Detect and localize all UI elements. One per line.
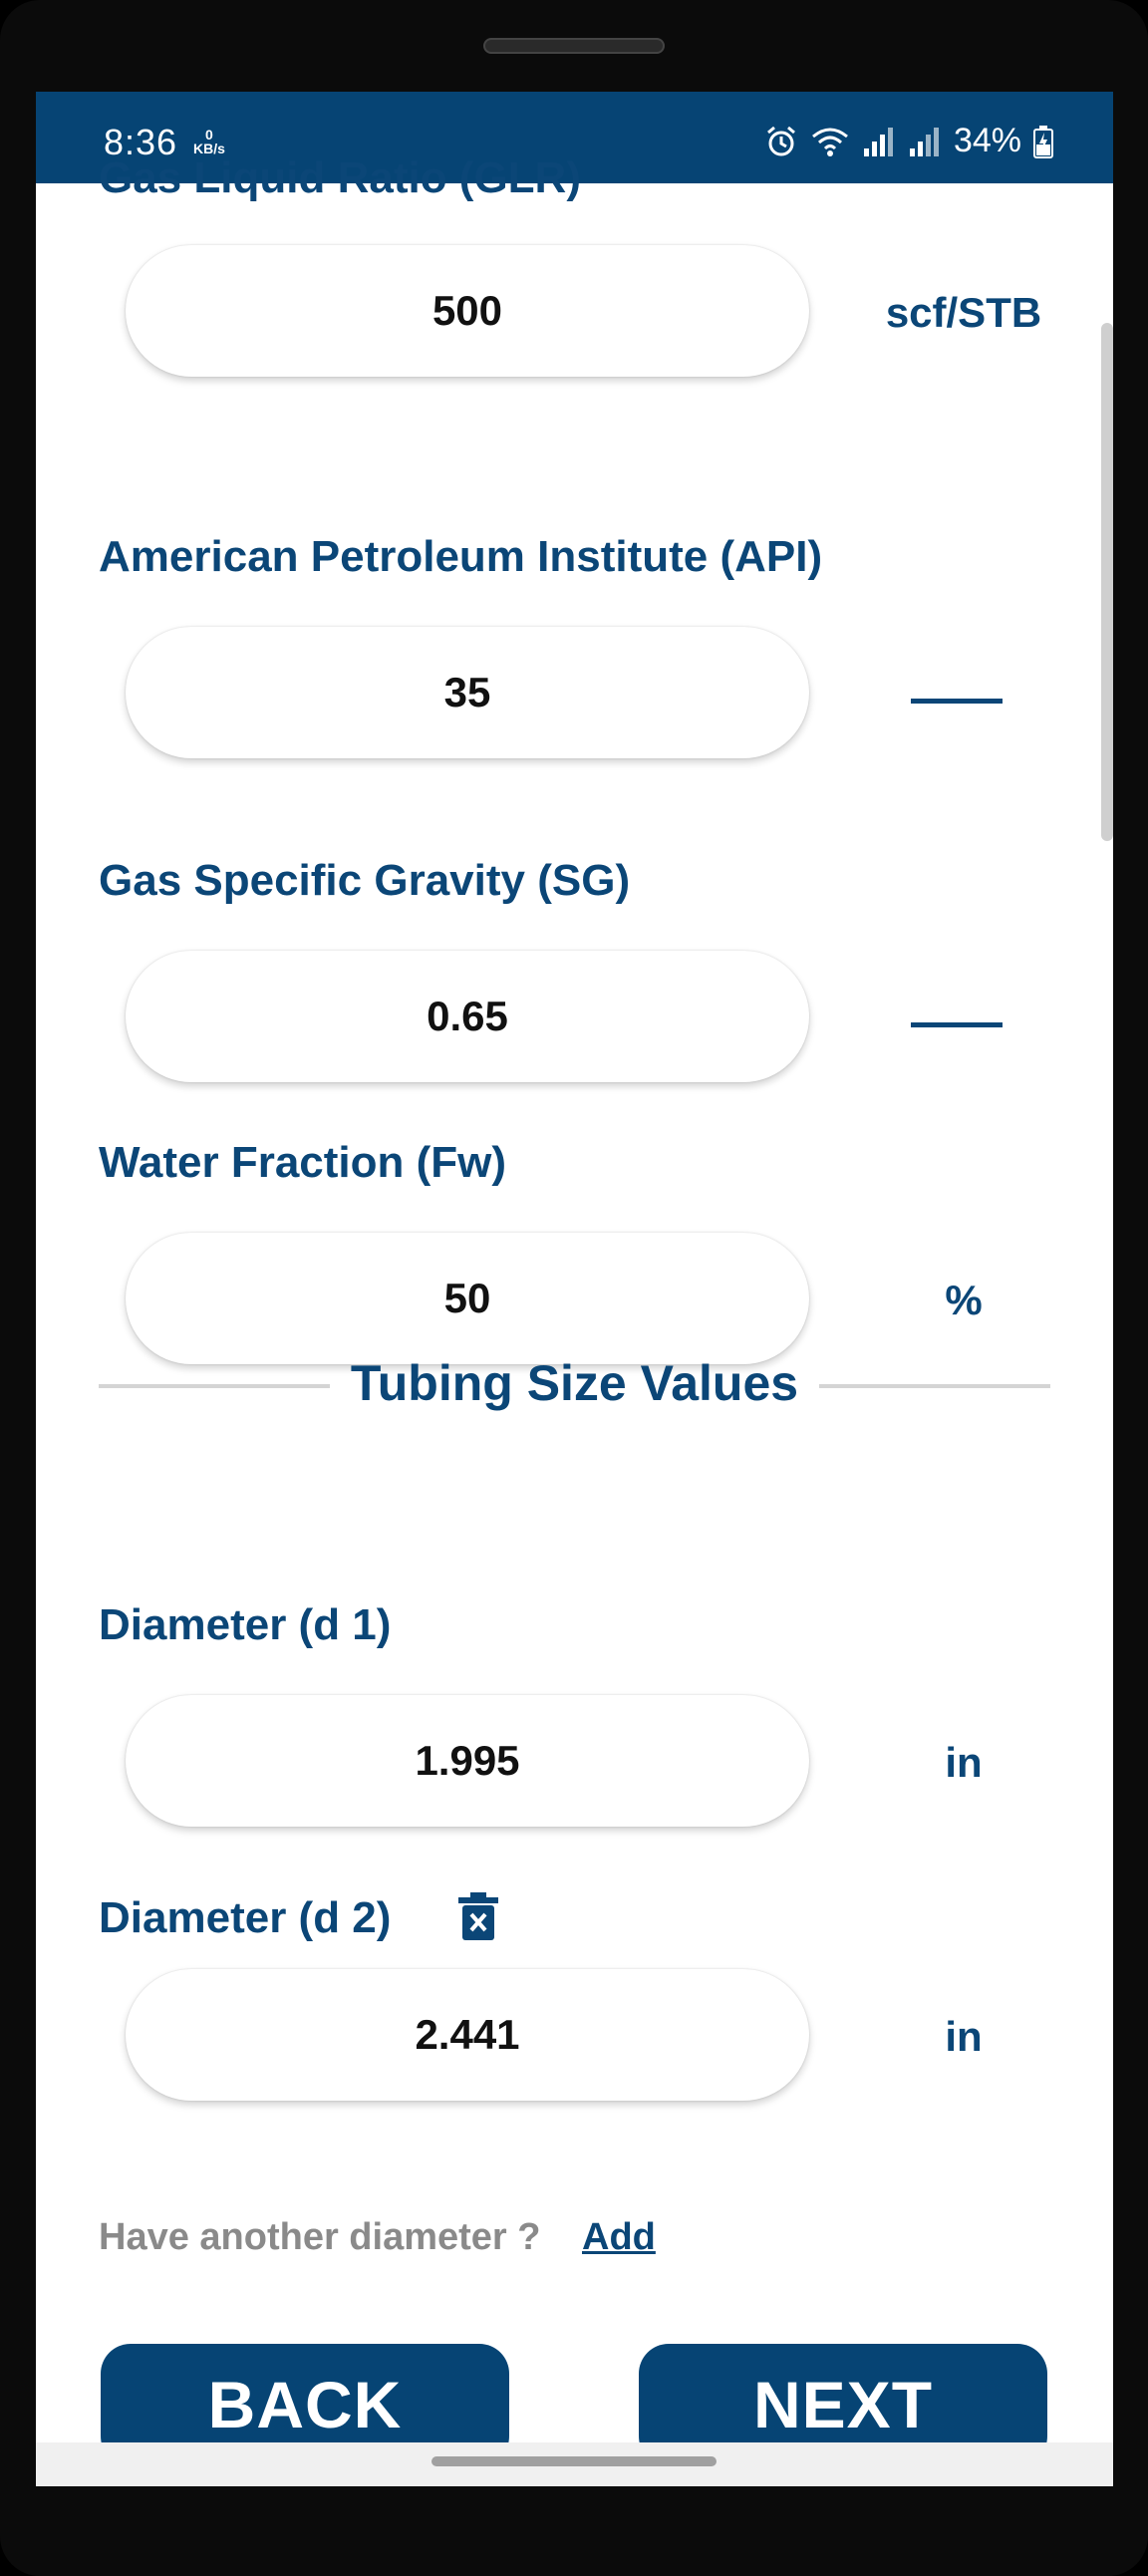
- section-divider-left: [99, 1384, 330, 1388]
- d1-input[interactable]: 1.995: [126, 1695, 809, 1827]
- signal-icon-2: [909, 127, 939, 156]
- signal-icon: [863, 127, 893, 156]
- system-nav-bar: [36, 2442, 1113, 2486]
- sg-input[interactable]: 0.65: [126, 951, 809, 1082]
- tubing-section-title: Tubing Size Values: [350, 1355, 799, 1411]
- status-icons: 34%: [764, 122, 1053, 160]
- api-input[interactable]: 35: [126, 627, 809, 758]
- d2-label: Diameter (d 2): [99, 1893, 392, 1942]
- status-bar: 8:36 0 KB/s: [36, 92, 1113, 183]
- fw-unit: %: [945, 1277, 983, 1323]
- d1-label: Diameter (d 1): [99, 1600, 392, 1649]
- glr-unit: scf/STB: [885, 289, 1042, 336]
- fw-input[interactable]: 50: [126, 1233, 809, 1364]
- net-speed-value: 0: [205, 127, 213, 143]
- battery-charging-icon: [1033, 125, 1053, 158]
- trash-icon[interactable]: [458, 1892, 498, 1940]
- app-screen: 8:36 0 KB/s: [36, 92, 1113, 2486]
- api-unit-dash: [911, 699, 1003, 704]
- alarm-icon: [766, 126, 795, 155]
- form-content: Gas Liquid Ratio (GLR) 500 scf/STB Ameri…: [36, 153, 1113, 2486]
- section-divider-right: [819, 1384, 1050, 1388]
- add-diameter-link[interactable]: Add: [582, 2216, 656, 2258]
- api-label: American Petroleum Institute (API): [99, 532, 823, 581]
- glr-label: Gas Liquid Ratio (GLR): [99, 153, 581, 202]
- sg-unit-dash: [911, 1022, 1003, 1027]
- d1-unit: in: [945, 1739, 983, 1786]
- d2-unit: in: [945, 2013, 983, 2060]
- glr-input[interactable]: 500: [126, 245, 809, 377]
- scrollbar[interactable]: [1101, 323, 1113, 841]
- status-time: 8:36: [104, 122, 178, 162]
- battery-percent: 34%: [953, 122, 1021, 159]
- phone-speaker: [483, 38, 665, 54]
- net-speed-unit: KB/s: [193, 141, 225, 156]
- home-gesture-handle[interactable]: [431, 2456, 717, 2466]
- another-diameter-prompt: Have another diameter ?: [99, 2216, 541, 2258]
- tubing-section-header: Tubing Size Values: [99, 1349, 1050, 1419]
- net-speed: 0 KB/s: [193, 128, 225, 155]
- d2-input[interactable]: 2.441: [126, 1969, 809, 2101]
- fw-label: Water Fraction (Fw): [99, 1138, 507, 1187]
- wifi-icon: [811, 128, 848, 156]
- sg-label: Gas Specific Gravity (SG): [99, 856, 631, 905]
